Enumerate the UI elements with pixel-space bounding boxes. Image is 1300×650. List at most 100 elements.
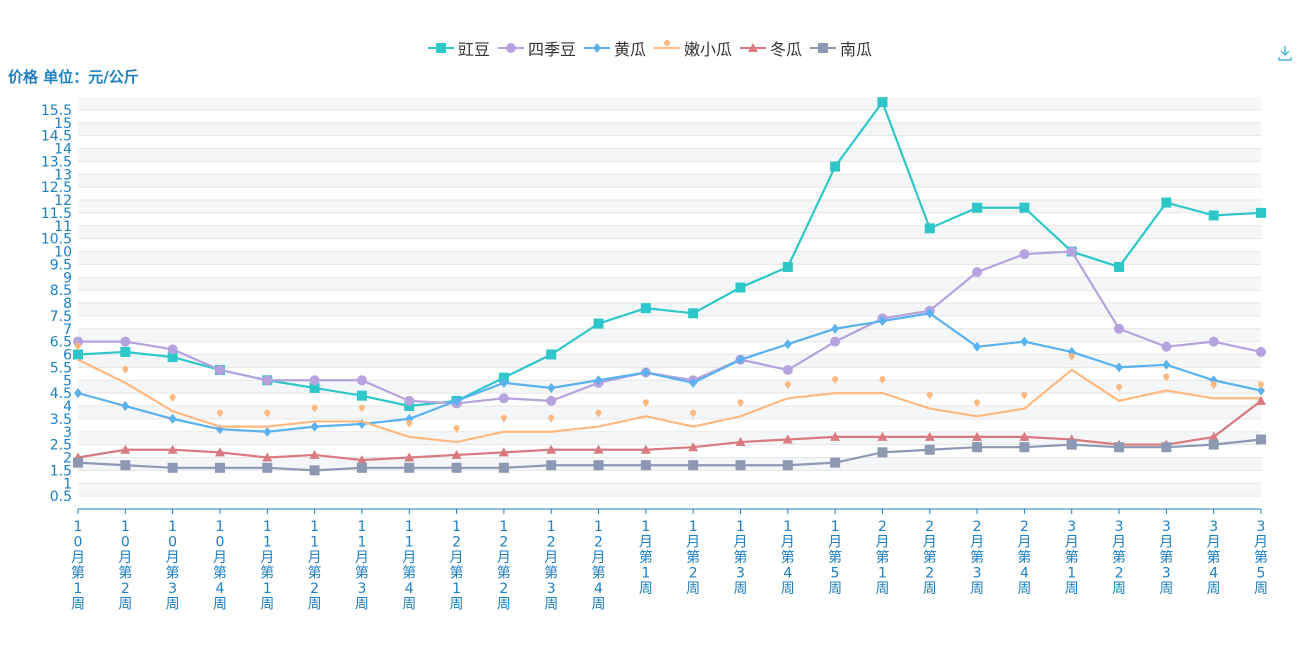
y-tick-label: 2.5 xyxy=(50,438,72,454)
data-point xyxy=(1066,439,1077,450)
x-tick-label: 周 xyxy=(166,597,180,613)
data-point xyxy=(972,202,983,213)
data-point xyxy=(120,336,131,347)
x-tick-label: 第 xyxy=(213,565,227,582)
x-tick-label: 3 xyxy=(1162,566,1171,582)
x-tick-label: 月 xyxy=(781,535,795,551)
x-tick-label: 第 xyxy=(923,549,937,566)
legend-item[interactable]: 黄瓜 xyxy=(583,36,646,60)
grid-band xyxy=(78,148,1261,162)
x-tick-label: 0 xyxy=(74,535,83,551)
data-point xyxy=(924,431,935,441)
legend-marker-icon xyxy=(810,43,837,53)
data-point xyxy=(498,462,509,473)
y-tick-label: 13 xyxy=(54,167,72,183)
x-tick-label: 月 xyxy=(71,550,85,566)
grid-band xyxy=(78,328,1261,342)
legend-item[interactable]: 嫩小瓜 xyxy=(654,36,732,60)
grid-band xyxy=(78,431,1261,445)
x-tick-label: 周 xyxy=(1254,581,1268,597)
y-axis-unit-label: 价格 单位：元/公斤 xyxy=(8,68,139,86)
data-point xyxy=(1114,261,1125,272)
x-tick-label: 周 xyxy=(497,597,511,613)
x-tick-label: 第 xyxy=(686,549,700,566)
data-point xyxy=(404,452,415,462)
x-tick-label: 月 xyxy=(1112,535,1126,551)
data-point xyxy=(546,444,557,454)
data-point-tip xyxy=(217,413,223,418)
data-point xyxy=(310,421,319,432)
x-tick-label: 1 xyxy=(357,535,366,551)
data-point xyxy=(593,444,604,454)
legend-item[interactable]: 豇豆 xyxy=(427,36,490,60)
data-point xyxy=(1114,323,1125,334)
legend-label: 冬瓜 xyxy=(770,40,803,59)
data-point xyxy=(1019,249,1030,260)
data-point xyxy=(972,431,983,441)
x-tick-label: 第 xyxy=(639,549,653,566)
legend-label: 四季豆 xyxy=(527,40,576,59)
series-line-4 xyxy=(77,399,1262,462)
x-tick-label: 月 xyxy=(166,550,180,566)
legend-item[interactable]: 四季豆 xyxy=(497,36,576,60)
data-point xyxy=(546,460,557,471)
data-point xyxy=(689,377,698,388)
legend-item[interactable]: 冬瓜 xyxy=(740,36,802,60)
x-tick-label: 5 xyxy=(1257,566,1266,582)
data-point xyxy=(1256,346,1266,357)
download-icon[interactable] xyxy=(1276,44,1294,62)
data-point xyxy=(925,308,934,319)
y-tick-label: 11 xyxy=(54,219,72,235)
x-tick-label: 4 xyxy=(1020,566,1029,582)
x-tick-label: 周 xyxy=(1159,581,1173,597)
data-point-tip xyxy=(785,385,791,390)
grid-band xyxy=(78,251,1261,265)
data-point xyxy=(214,364,225,375)
data-point xyxy=(593,460,604,471)
x-tick-label: 周 xyxy=(686,581,700,597)
y-tick-label: 12 xyxy=(54,193,72,209)
data-point xyxy=(1162,359,1171,370)
data-point xyxy=(1257,385,1265,396)
data-point xyxy=(214,447,225,457)
data-point xyxy=(783,339,792,350)
data-point xyxy=(498,372,509,383)
x-tick-label: 月 xyxy=(355,550,369,566)
x-tick-label: 2 xyxy=(121,581,130,597)
y-tick-label: 3 xyxy=(63,425,72,441)
legend-label: 嫩小瓜 xyxy=(684,40,733,59)
x-tick-label: 第 xyxy=(1017,549,1031,566)
x-tick-label: 3 xyxy=(1115,519,1124,535)
x-tick-label: 3 xyxy=(736,566,745,582)
data-point xyxy=(309,449,320,459)
legend-item[interactable]: 南瓜 xyxy=(810,36,872,60)
data-point xyxy=(1115,362,1124,373)
data-point xyxy=(594,375,603,386)
data-point-tip xyxy=(1116,387,1122,392)
x-tick-label: 第 xyxy=(875,549,889,566)
x-tick-label: 第 xyxy=(733,549,747,566)
data-point-tip xyxy=(1211,385,1217,390)
data-point-tip xyxy=(359,408,365,413)
x-tick-label: 月 xyxy=(686,535,700,551)
data-point-tip xyxy=(643,403,649,408)
x-tick-label: 2 xyxy=(925,519,934,535)
x-tick-label: 月 xyxy=(875,535,889,551)
data-point xyxy=(688,460,699,471)
x-tick-label: 月 xyxy=(639,535,653,551)
legend-marker-icon xyxy=(740,43,767,52)
data-point xyxy=(640,303,651,314)
y-tick-label: 12.5 xyxy=(41,180,72,196)
x-tick-label: 1 xyxy=(74,519,83,535)
data-point xyxy=(499,377,508,388)
data-point xyxy=(451,449,462,459)
series-line-3 xyxy=(77,358,1261,444)
data-point xyxy=(546,349,557,360)
x-tick-label: 周 xyxy=(1065,581,1079,597)
legend-marker-icon xyxy=(427,43,454,53)
data-point xyxy=(972,442,983,453)
x-tick-label: 周 xyxy=(733,581,747,597)
x-tick-label: 1 xyxy=(263,581,272,597)
x-tick-label: 2 xyxy=(1020,519,1029,535)
y-tick-label: 4 xyxy=(63,399,72,415)
